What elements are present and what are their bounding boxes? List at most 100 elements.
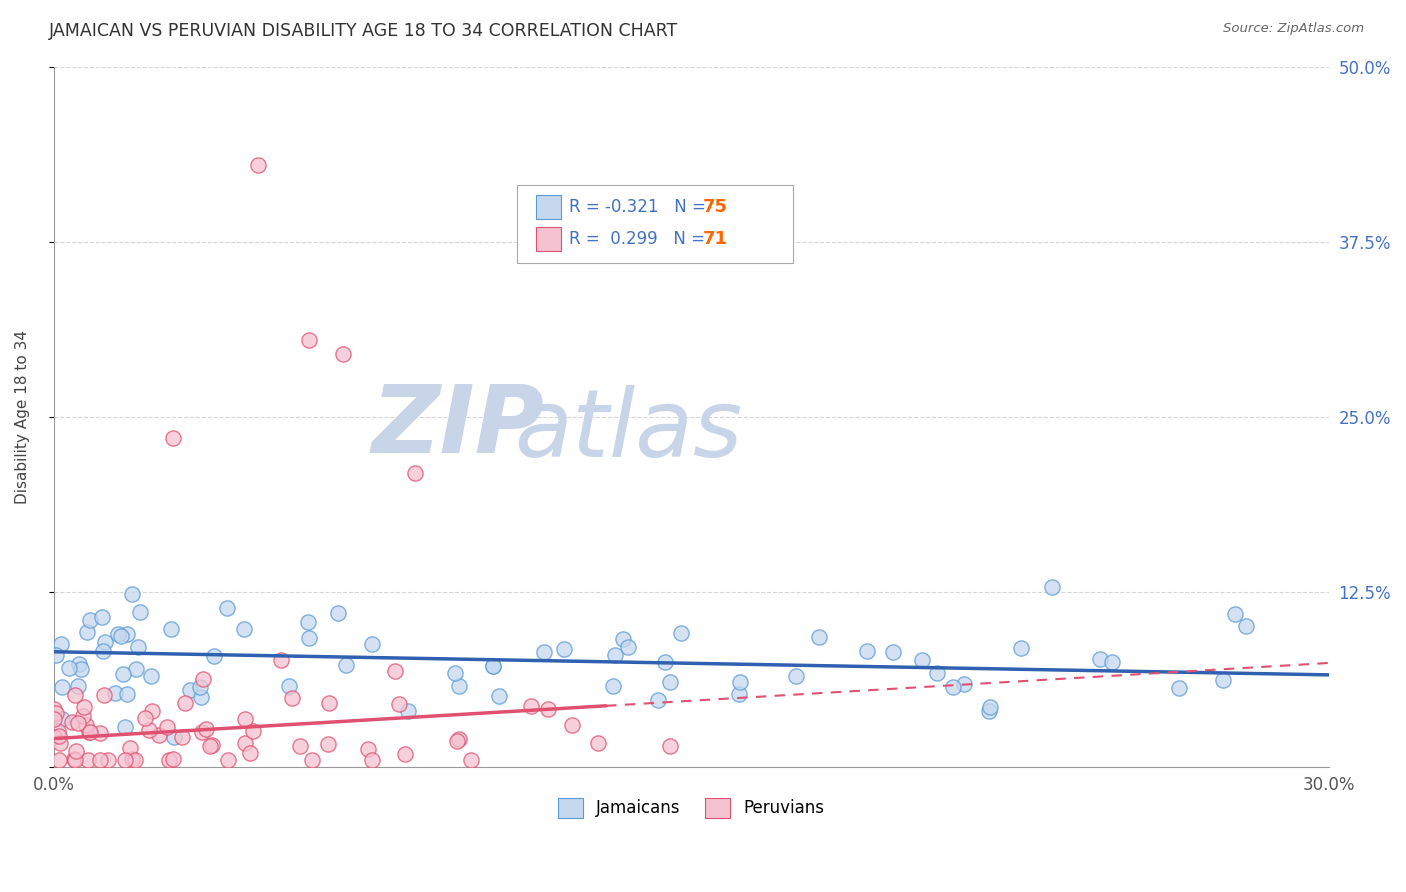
Point xyxy=(394,747,416,761)
Point xyxy=(730,674,752,689)
Point xyxy=(301,753,323,767)
Point xyxy=(332,346,354,360)
Point xyxy=(124,753,146,767)
Point xyxy=(129,605,152,619)
Point xyxy=(156,720,179,734)
Point xyxy=(72,709,94,723)
Point xyxy=(1223,607,1246,622)
Point xyxy=(46,723,69,738)
Point xyxy=(198,739,221,754)
Point xyxy=(911,653,934,667)
Point xyxy=(63,688,86,702)
Point xyxy=(190,690,212,705)
Point xyxy=(482,658,505,673)
Point xyxy=(65,753,87,767)
Point xyxy=(449,731,471,746)
Text: ZIP: ZIP xyxy=(371,381,544,473)
Point xyxy=(148,728,170,742)
Point xyxy=(138,723,160,737)
Point xyxy=(882,645,904,659)
Point xyxy=(118,740,141,755)
Point xyxy=(612,632,634,646)
Point xyxy=(217,753,239,767)
Point xyxy=(316,737,339,751)
Point xyxy=(1212,673,1234,687)
Point xyxy=(79,613,101,627)
Point xyxy=(111,666,134,681)
Point xyxy=(361,636,384,650)
Point xyxy=(942,680,965,694)
Text: R = -0.321   N =: R = -0.321 N = xyxy=(569,198,711,216)
Point xyxy=(977,704,1000,718)
Text: 75: 75 xyxy=(703,198,728,216)
Point xyxy=(121,587,143,601)
Point xyxy=(215,600,238,615)
Point xyxy=(335,658,357,673)
Point xyxy=(48,753,70,767)
Point xyxy=(449,679,471,693)
Point xyxy=(246,158,269,172)
Point xyxy=(326,606,349,620)
Point xyxy=(107,626,129,640)
Point xyxy=(444,666,467,681)
Point xyxy=(91,644,114,658)
Point xyxy=(65,744,87,758)
Point xyxy=(162,431,184,445)
Point xyxy=(62,714,84,729)
Point xyxy=(127,640,149,654)
Point xyxy=(297,615,319,629)
Point xyxy=(658,674,681,689)
Point xyxy=(533,645,555,659)
Point xyxy=(586,736,609,750)
Point xyxy=(89,753,111,767)
Point xyxy=(45,648,67,663)
Point xyxy=(125,662,148,676)
Point xyxy=(953,677,976,691)
Point xyxy=(42,713,65,727)
Point xyxy=(179,682,201,697)
Point xyxy=(79,725,101,739)
Point xyxy=(201,739,224,753)
Point xyxy=(239,746,262,760)
Point xyxy=(91,610,114,624)
Point xyxy=(318,696,340,710)
Point xyxy=(121,752,143,766)
Point xyxy=(49,637,72,651)
Point xyxy=(281,691,304,706)
Point xyxy=(1234,619,1257,633)
Point xyxy=(104,686,127,700)
Point xyxy=(76,624,98,639)
Point xyxy=(204,648,226,663)
Point xyxy=(855,644,877,658)
Point xyxy=(1088,652,1111,666)
Point xyxy=(242,723,264,738)
Point xyxy=(44,730,66,744)
Point xyxy=(482,659,505,673)
Point xyxy=(1101,655,1123,669)
Point xyxy=(70,662,93,676)
Point xyxy=(93,635,115,649)
Point xyxy=(404,466,426,480)
Point xyxy=(388,697,411,711)
Text: R =  0.299   N =: R = 0.299 N = xyxy=(569,230,710,248)
Point xyxy=(173,696,195,710)
Point xyxy=(807,630,830,644)
Point xyxy=(384,664,406,678)
Text: 71: 71 xyxy=(703,230,728,248)
Point xyxy=(93,688,115,702)
Point xyxy=(553,642,575,657)
Point xyxy=(298,333,321,347)
Point xyxy=(45,706,67,721)
Point xyxy=(188,680,211,694)
Point xyxy=(233,622,256,636)
Y-axis label: Disability Age 18 to 34: Disability Age 18 to 34 xyxy=(15,329,30,504)
Point xyxy=(191,725,214,739)
Point xyxy=(233,736,256,750)
Point xyxy=(460,753,482,767)
Point xyxy=(298,631,321,645)
Point xyxy=(536,702,558,716)
Point xyxy=(75,718,97,732)
Point xyxy=(488,689,510,703)
Point xyxy=(270,653,292,667)
Point xyxy=(79,724,101,739)
